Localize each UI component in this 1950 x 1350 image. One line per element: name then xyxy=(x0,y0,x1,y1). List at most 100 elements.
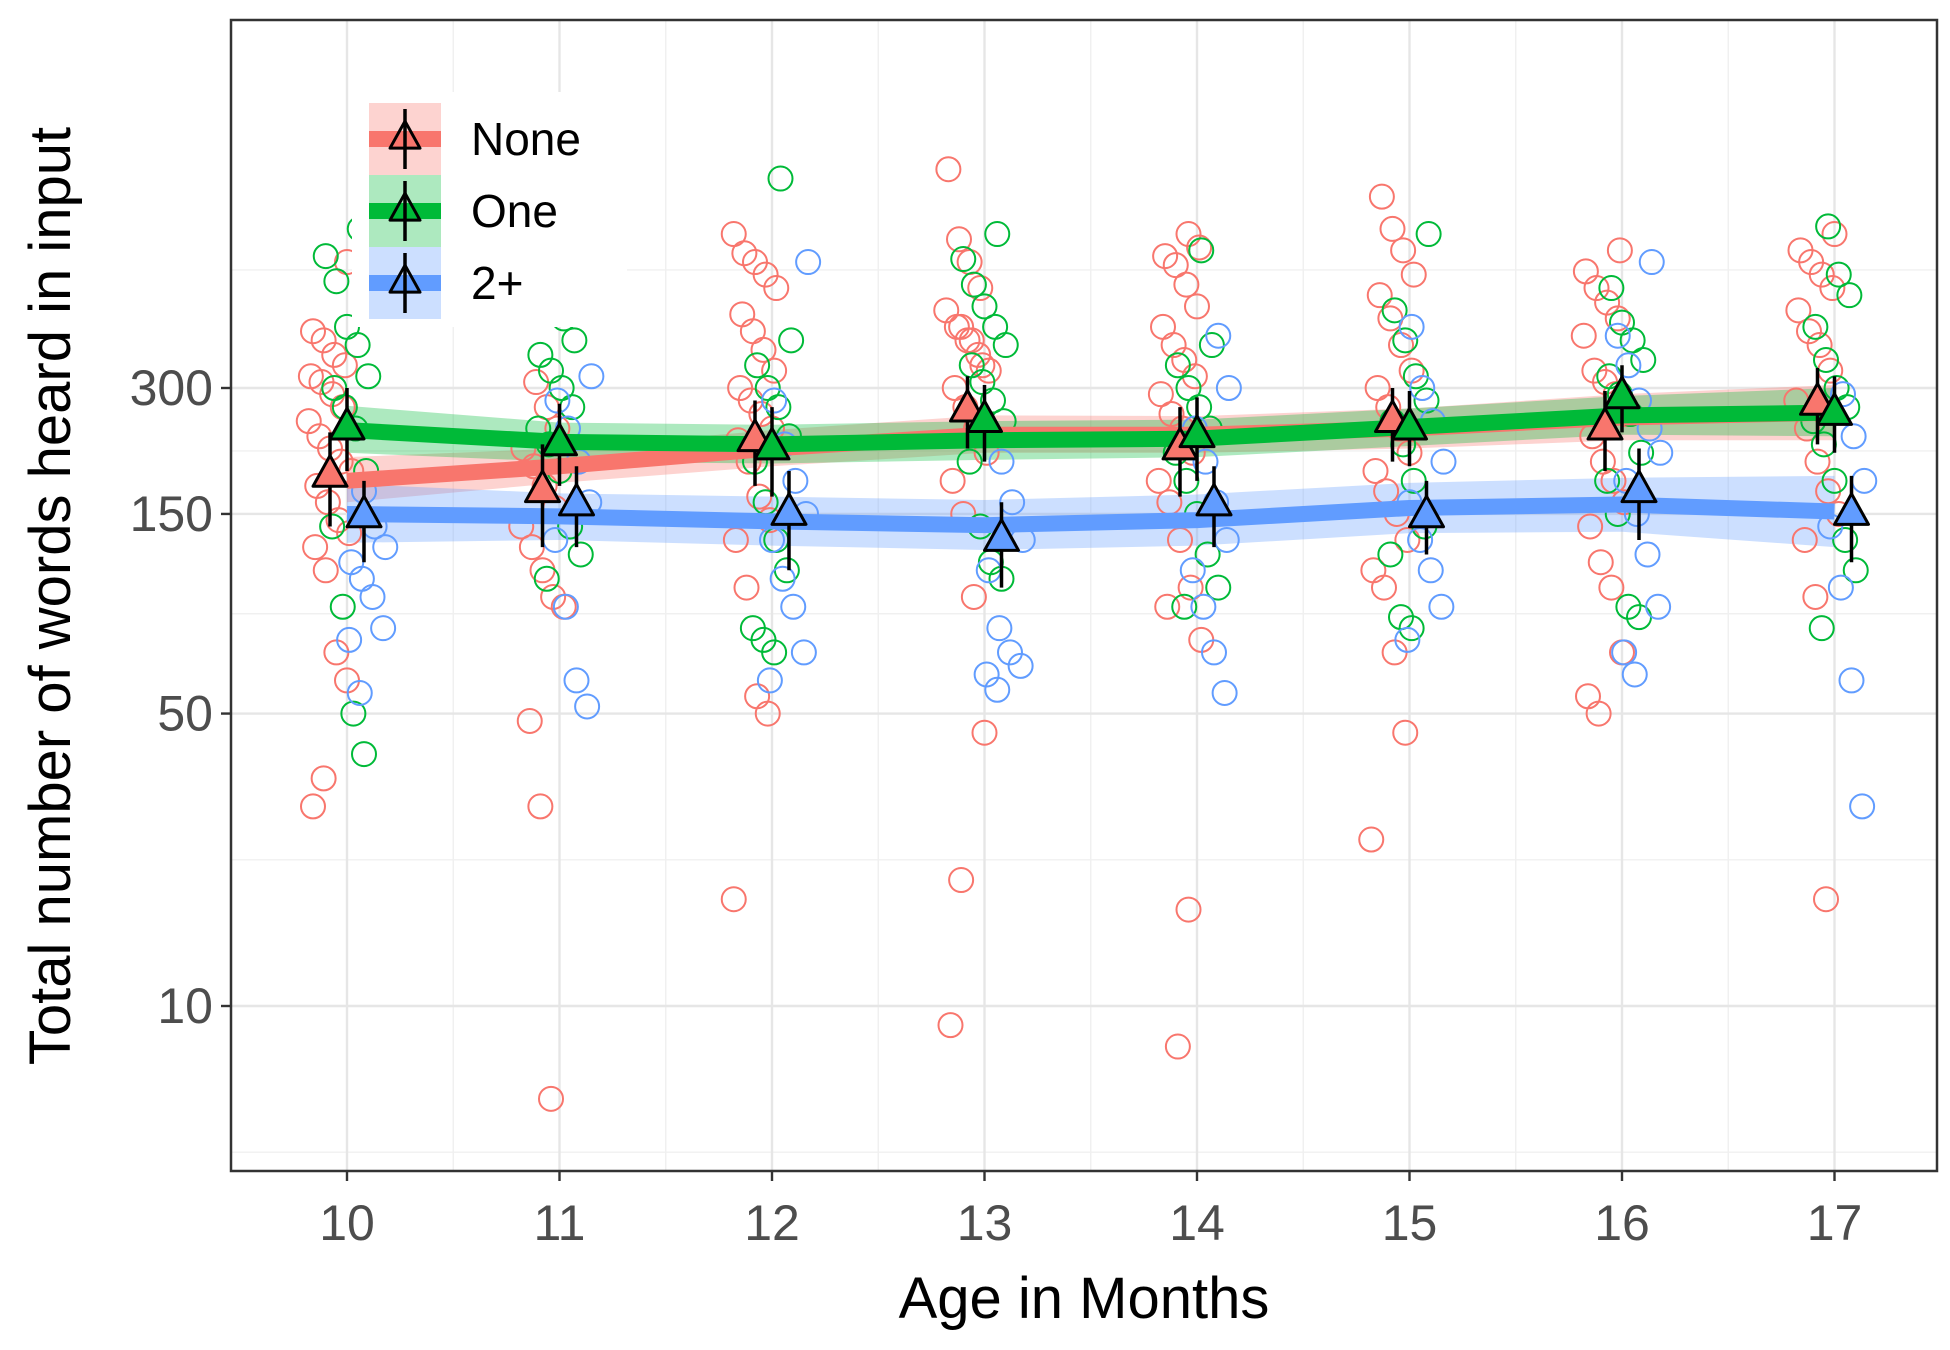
mean-markers xyxy=(311,365,1870,588)
data-point xyxy=(969,352,996,379)
data-point xyxy=(1645,593,1672,620)
data-point xyxy=(997,639,1023,666)
data-point xyxy=(1211,679,1238,706)
data-point xyxy=(563,667,590,694)
data-point xyxy=(950,246,977,273)
data-point xyxy=(1598,574,1625,601)
mean-marker xyxy=(558,482,595,517)
data-point xyxy=(1808,615,1835,642)
data-point xyxy=(1150,313,1176,340)
data-point xyxy=(1417,557,1444,584)
data-point xyxy=(1570,322,1597,349)
data-point xyxy=(295,408,322,435)
data-point xyxy=(544,387,571,414)
mean-marker xyxy=(1178,414,1216,449)
data-point xyxy=(1849,793,1876,820)
data-point xyxy=(1615,352,1642,379)
data-point xyxy=(1205,574,1232,601)
data-point xyxy=(778,327,805,354)
data-point xyxy=(1609,309,1635,336)
data-point xyxy=(780,593,807,620)
mean-marker xyxy=(524,469,561,504)
data-point xyxy=(984,221,1011,248)
x-tick-label: 16 xyxy=(1594,1195,1650,1251)
data-point xyxy=(1785,297,1812,324)
data-point xyxy=(960,583,987,610)
data-point xyxy=(971,293,998,320)
data-point xyxy=(1577,513,1604,540)
data-point xyxy=(1201,639,1227,666)
data-point xyxy=(1575,683,1601,710)
x-tick-label: 12 xyxy=(744,1195,800,1251)
data-point xyxy=(744,683,771,710)
data-point xyxy=(739,615,766,642)
data-point xyxy=(567,541,594,568)
mean-marker xyxy=(1408,494,1445,529)
x-axis-title: Age in Months xyxy=(899,1266,1270,1331)
data-point xyxy=(1392,719,1419,746)
data-point xyxy=(782,467,809,494)
x-tick-label: 10 xyxy=(319,1195,375,1251)
data-point xyxy=(1587,549,1614,576)
legend-label-0: None xyxy=(471,113,581,165)
data-point xyxy=(331,352,358,379)
x-tick-label: 11 xyxy=(534,1195,586,1251)
data-point xyxy=(767,165,794,192)
data-point xyxy=(756,667,783,694)
data-point xyxy=(574,693,601,720)
data-point xyxy=(971,719,998,746)
data-point xyxy=(1179,557,1206,584)
data-point xyxy=(1147,381,1174,408)
mean-marker xyxy=(311,454,349,488)
data-point xyxy=(1428,593,1455,620)
data-point xyxy=(729,301,756,328)
data-point xyxy=(527,793,554,820)
data-point xyxy=(956,448,983,475)
y-tick-label: 10 xyxy=(157,978,213,1034)
data-point xyxy=(1177,574,1204,601)
y-axis-title: Total number of words heard in input xyxy=(18,127,83,1065)
data-point xyxy=(1400,261,1427,288)
mean-marker xyxy=(1586,406,1624,441)
data-point xyxy=(769,565,796,592)
data-point xyxy=(720,886,747,913)
data-point xyxy=(1184,293,1210,320)
data-point xyxy=(1402,363,1429,390)
data-point xyxy=(300,793,326,820)
data-point xyxy=(1188,237,1215,264)
mean-marker xyxy=(770,492,808,526)
data-point xyxy=(1198,332,1225,359)
x-tick-label: 14 xyxy=(1169,1195,1225,1251)
data-point xyxy=(1154,593,1181,620)
data-point xyxy=(982,313,1009,340)
data-point xyxy=(346,679,373,706)
data-point xyxy=(552,593,579,620)
data-point xyxy=(937,1012,964,1039)
data-point xyxy=(1377,541,1404,568)
data-point xyxy=(761,357,788,384)
data-point xyxy=(1842,557,1869,584)
data-point xyxy=(1007,652,1034,679)
data-point xyxy=(1362,457,1389,484)
data-point xyxy=(761,387,788,414)
data-point xyxy=(727,375,754,401)
data-point xyxy=(754,375,781,401)
data-point xyxy=(1628,439,1655,466)
data-point xyxy=(1390,237,1417,264)
data-point xyxy=(1647,439,1674,466)
data-point xyxy=(1840,423,1867,450)
data-point xyxy=(958,352,985,379)
data-point xyxy=(1145,467,1172,494)
data-point xyxy=(744,352,771,379)
data-point xyxy=(329,593,356,620)
y-tick-label: 300 xyxy=(130,360,213,416)
mean-marker xyxy=(328,406,366,441)
data-point xyxy=(319,513,346,540)
data-point xyxy=(321,341,348,368)
data-point xyxy=(948,313,975,340)
legend-key-marker xyxy=(388,191,422,222)
data-point xyxy=(1358,826,1385,853)
data-point xyxy=(1409,375,1436,401)
y-tick-label: 150 xyxy=(130,486,213,542)
data-point xyxy=(312,557,339,584)
